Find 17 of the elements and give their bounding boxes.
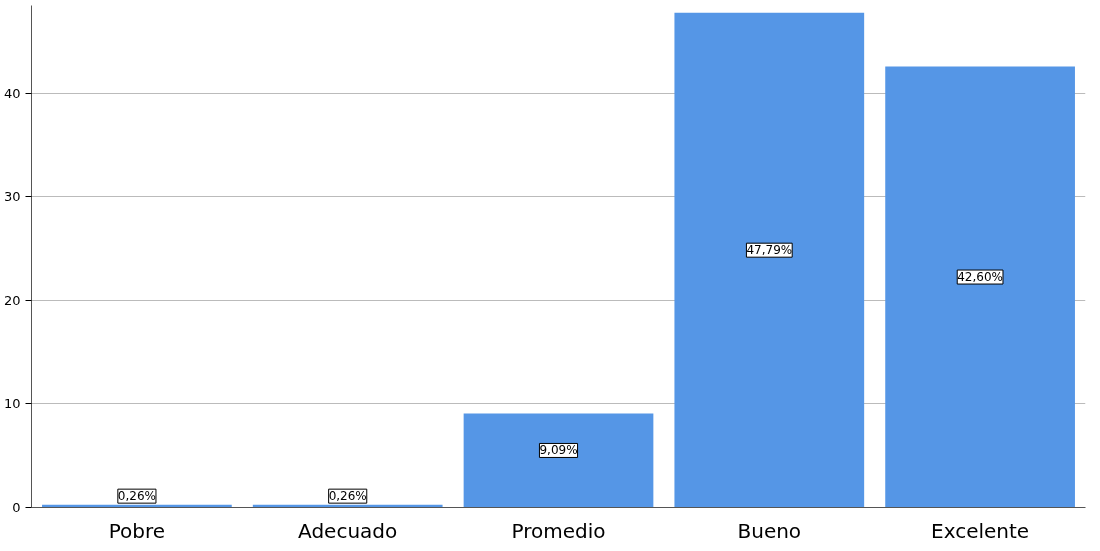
x-tick-label: Bueno [737, 518, 802, 543]
data-label: 47,79% [746, 243, 793, 258]
bar [674, 12, 865, 508]
x-tick-label: Adecuado [298, 518, 398, 543]
x-tick-label: Promedio [511, 518, 606, 543]
bar [885, 66, 1075, 508]
x-tick-label: Pobre [108, 518, 166, 543]
data-label: 9,09% [539, 443, 578, 458]
y-tick-label: 30 [3, 189, 21, 205]
x-tick-label: Excelente [931, 518, 1030, 543]
y-tick-label: 40 [3, 85, 21, 101]
y-tick-label: 20 [3, 292, 21, 308]
data-label: 0,26% [328, 489, 367, 504]
y-tick-label: 10 [3, 396, 21, 412]
y-tick-label: 0 [12, 500, 21, 515]
bar [463, 413, 654, 508]
data-label: 0,26% [117, 489, 156, 504]
